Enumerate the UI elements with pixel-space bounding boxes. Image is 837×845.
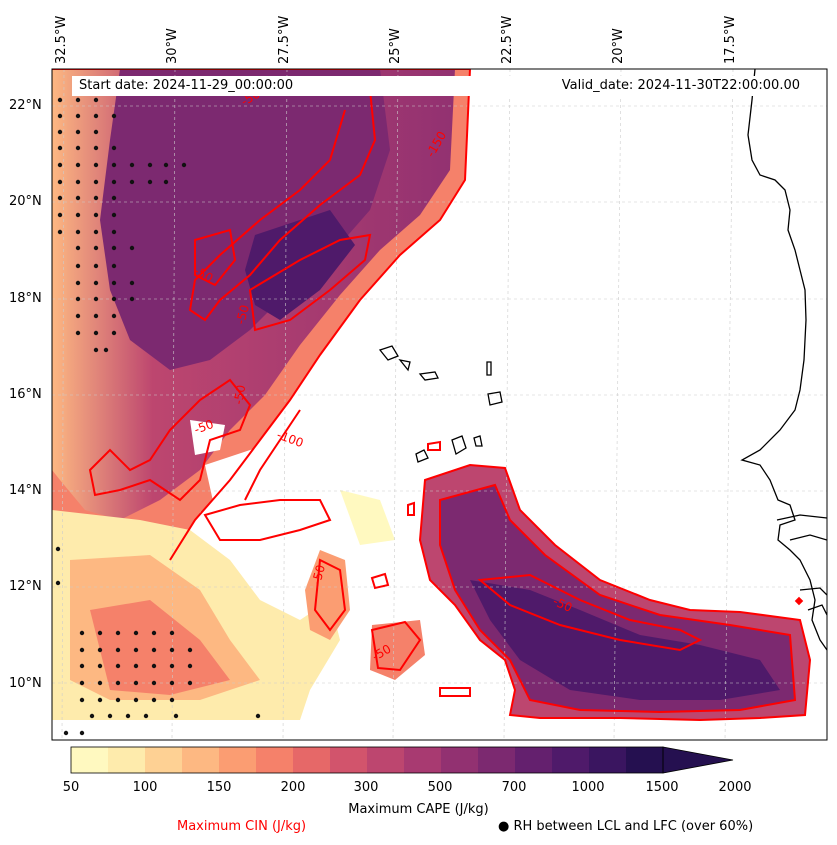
colorbar-frame	[70, 746, 664, 774]
valid-date-label: Valid_date: 2024-11-30T22:00:00.00	[561, 78, 800, 93]
lat-label: 22°N	[9, 98, 42, 113]
map-frame	[51, 68, 828, 741]
colorbar-tick: 1500	[645, 780, 679, 795]
cin-label: -50	[309, 563, 328, 586]
colorbar-segment	[256, 747, 293, 773]
colorbar-segment	[367, 747, 404, 773]
colorbar-segment	[145, 747, 182, 773]
colorbar-segment	[108, 747, 145, 773]
lat-label: 16°N	[9, 387, 42, 402]
colorbar-segment	[552, 747, 589, 773]
coastlines	[378, 69, 827, 651]
colorbar-segment	[515, 747, 552, 773]
graticule	[52, 69, 827, 740]
lon-label: 22.5°W	[500, 15, 515, 64]
colorbar-segment	[478, 747, 515, 773]
lon-label: 30°W	[165, 28, 180, 64]
lon-label: 20°W	[611, 28, 626, 64]
cape-region-northwest-deep	[245, 210, 355, 320]
rh-dot-icon: ●	[498, 819, 510, 834]
colorbar-segment	[441, 747, 478, 773]
colorbar-tick: 700	[501, 780, 527, 795]
cape-field: -50 -150 -50 -50 -50 -100 -50 -50 -50 -5…	[52, 69, 827, 740]
colorbar-segment	[71, 747, 108, 773]
lon-label: 27.5°W	[277, 15, 292, 64]
cin-contours	[52, 69, 812, 722]
cin-label: -50	[192, 417, 215, 437]
cin-label: -50	[231, 384, 248, 406]
colorbar-tick: 200	[280, 780, 306, 795]
cape-region-northwest-core	[100, 69, 390, 370]
colorbar	[70, 746, 734, 774]
colorbar-segment	[404, 747, 441, 773]
lon-label: 25°W	[388, 28, 403, 64]
colorbar-tick: 50	[62, 780, 80, 795]
lat-label: 14°N	[9, 483, 42, 498]
colorbar-tick: 100	[132, 780, 158, 795]
colorbar-extend-arrow	[662, 746, 734, 774]
lat-label: 12°N	[9, 579, 42, 594]
cin-label: -50	[233, 303, 252, 326]
cin-legend-label: Maximum CIN (J/kg)	[177, 819, 307, 834]
colorbar-tick: 500	[427, 780, 453, 795]
lon-label: 17.5°W	[723, 15, 738, 64]
lat-label: 18°N	[9, 291, 42, 306]
colorbar-segment	[182, 747, 219, 773]
rh-dots	[55, 97, 261, 736]
lon-label: 32.5°W	[54, 15, 69, 64]
lat-label: 10°N	[9, 676, 42, 691]
colorbar-tick: 300	[353, 780, 379, 795]
info-bar	[72, 76, 800, 96]
colorbar-tick: 150	[206, 780, 232, 795]
colorbar-segment	[589, 747, 626, 773]
colorbar-segment	[626, 747, 663, 773]
colorbar-tick: 2000	[718, 780, 752, 795]
rh-legend-label: RH between LCL and LFC (over 60%)	[513, 819, 754, 834]
lat-label: 20°N	[9, 194, 42, 209]
rh-legend: ● RH between LCL and LFC (over 60%)	[498, 819, 753, 834]
colorbar-segment	[219, 747, 256, 773]
colorbar-tick: 1000	[571, 780, 605, 795]
colorbar-title: Maximum CAPE (J/kg)	[348, 802, 489, 817]
colorbar-segment	[293, 747, 330, 773]
start-date-label: Start date: 2024-11-29_00:00:00	[79, 78, 294, 93]
colorbar-segment	[330, 747, 367, 773]
